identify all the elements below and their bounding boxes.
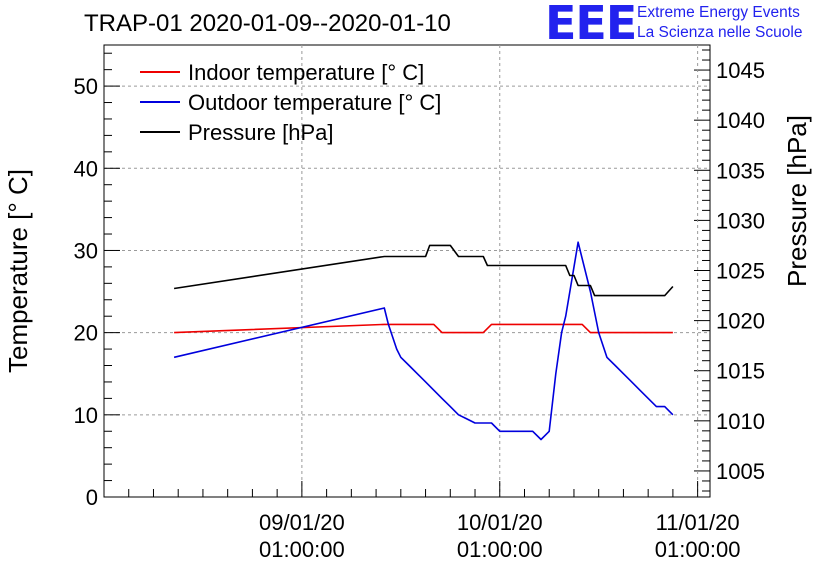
x-tick-label-time: 01:00:00 bbox=[457, 537, 543, 562]
y-axis-label: Temperature [° C] bbox=[3, 169, 33, 373]
logo-text-line-1: Extreme Energy Events bbox=[637, 4, 800, 21]
y2-tick-label: 1010 bbox=[716, 409, 765, 434]
x-tick-label-time: 01:00:00 bbox=[655, 537, 741, 562]
chart-title: TRAP-01 2020-01-09--2020-01-10 bbox=[84, 10, 451, 37]
y2-tick-label: 1025 bbox=[716, 258, 765, 283]
y-tick-label: 40 bbox=[74, 156, 98, 181]
y2-tick-label: 1030 bbox=[716, 208, 765, 233]
y2-tick-label: 1045 bbox=[716, 58, 765, 83]
x-tick-label-date: 09/01/20 bbox=[259, 510, 345, 535]
y2-tick-label: 1035 bbox=[716, 158, 765, 183]
series-line-1 bbox=[174, 323, 673, 334]
y2-axis-label: Pressure [hPa] bbox=[782, 115, 812, 287]
x-tick-label-time: 01:00:00 bbox=[259, 537, 345, 562]
legend-label-1: Indoor temperature [° C] bbox=[188, 60, 424, 85]
logo-text-line-2: La Scienza nelle Scuole bbox=[637, 24, 803, 41]
y2-tick-label: 1005 bbox=[716, 459, 765, 484]
y-tick-label: 50 bbox=[74, 74, 98, 99]
eee-logo-mark: EEE bbox=[545, 0, 637, 50]
y-tick-label: 20 bbox=[74, 321, 98, 346]
plot-frame bbox=[103, 44, 711, 498]
legend-label-2: Outdoor temperature [° C] bbox=[188, 90, 441, 115]
x-tick-label-date: 10/01/20 bbox=[457, 510, 543, 535]
eee-logo: EEE Extreme Energy Events La Scienza nel… bbox=[545, 0, 836, 50]
y2-tick-label: 1020 bbox=[716, 309, 765, 334]
y2-tick-label: 1040 bbox=[716, 108, 765, 133]
y2-tick-label: 1015 bbox=[716, 359, 765, 384]
y-tick-label: 0 bbox=[86, 485, 98, 510]
x-tick-label-date: 11/01/20 bbox=[656, 510, 740, 535]
y-tick-label: 10 bbox=[74, 403, 98, 428]
series-line-2 bbox=[173, 241, 674, 441]
legend-label-3: Pressure [hPa] bbox=[188, 120, 334, 145]
series-line-3 bbox=[173, 244, 674, 297]
y-tick-label: 30 bbox=[74, 238, 98, 263]
